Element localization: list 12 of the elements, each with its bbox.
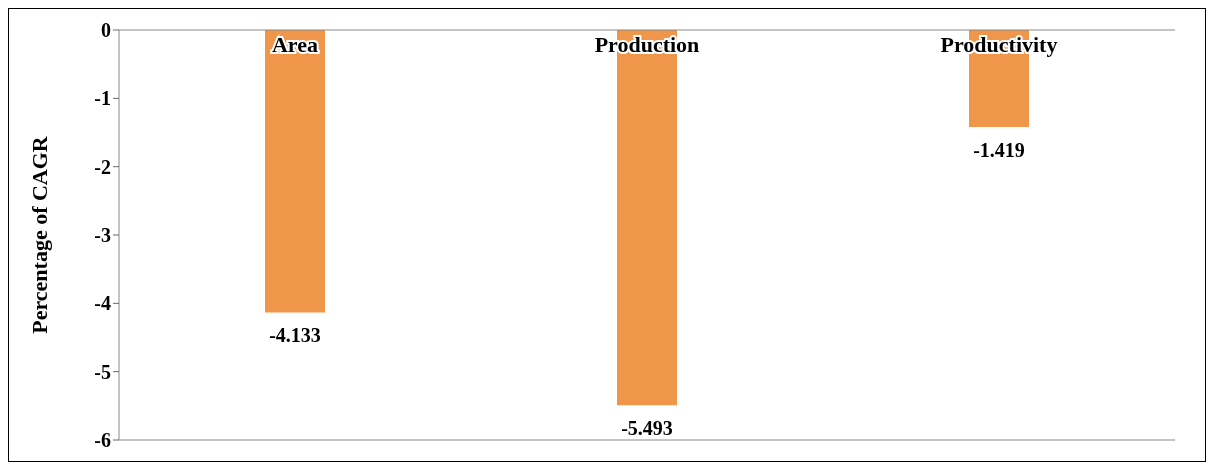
y-tick-label: -3 — [94, 224, 111, 247]
data-label: -4.133 — [269, 324, 321, 347]
y-tick-label: -4 — [94, 292, 111, 315]
y-tick-label: -2 — [94, 155, 111, 178]
data-label: -1.419 — [973, 138, 1025, 161]
y-tick-label: -1 — [94, 87, 111, 110]
x-tick-label: Area — [271, 32, 319, 57]
y-tick-label: -6 — [94, 429, 111, 452]
data-label: -5.493 — [621, 417, 673, 440]
y-tick-label: 0 — [101, 19, 111, 42]
y-axis-title: Percentage of CAGR — [26, 135, 52, 334]
y-tick-label: -5 — [94, 360, 111, 383]
